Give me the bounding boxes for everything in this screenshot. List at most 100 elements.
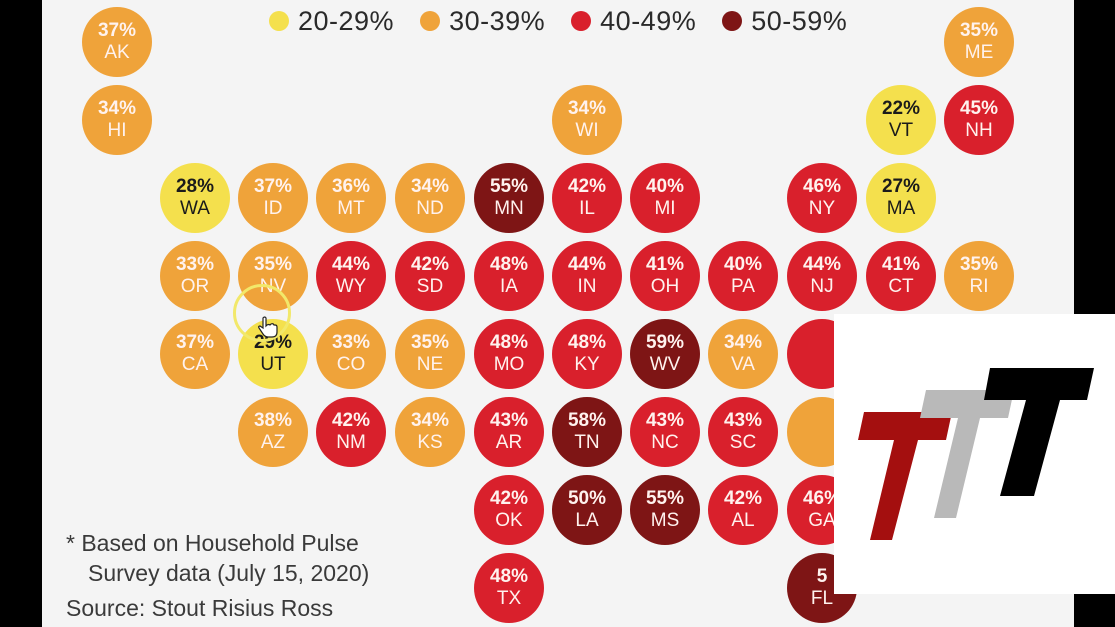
state-abbreviation: LA (575, 510, 599, 531)
state-abbreviation: NM (336, 432, 366, 453)
state-tile-ia: 48% IA (474, 241, 544, 311)
state-percent: 37% (253, 176, 293, 197)
state-percent: 43% (489, 410, 529, 431)
legend: 20-29% 30-39% 40-49% 50-59% (269, 6, 847, 36)
state-tile-wi: 34% WI (552, 85, 622, 155)
state-abbreviation: WY (335, 276, 367, 297)
legend-item-30-39: 30-39% (420, 6, 545, 37)
state-abbreviation: AZ (260, 432, 286, 453)
state-abbreviation: ID (263, 198, 283, 219)
state-abbreviation: AR (495, 432, 523, 453)
state-tile-ct: 41% CT (866, 241, 936, 311)
state-percent: 34% (410, 410, 450, 431)
legend-dot-40-49 (571, 11, 592, 31)
source-note: Source: Stout Risius Ross (66, 595, 334, 621)
state-percent: 43% (645, 410, 685, 431)
ttt-logo-icon (858, 368, 1094, 540)
state-percent: 42% (489, 488, 529, 509)
state-percent: 22% (881, 98, 921, 119)
state-percent: 35% (410, 332, 450, 353)
footnote-line-2: Survey data (July 15, 2020) (88, 560, 370, 586)
state-abbreviation: FL (810, 588, 834, 609)
state-tile-az: 38% AZ (238, 397, 308, 467)
legend-label-50-59: 50-59% (751, 5, 848, 36)
channel-logo (834, 314, 1115, 594)
legend-label-40-49: 40-49% (600, 5, 697, 36)
state-tile-mt: 36% MT (316, 163, 386, 233)
state-abbreviation: UT (260, 354, 286, 375)
state-abbreviation: OK (495, 510, 523, 531)
state-tile-ny: 46% NY (787, 163, 857, 233)
state-abbreviation: ME (964, 42, 994, 63)
state-abbreviation: MT (337, 198, 365, 219)
state-abbreviation: NH (965, 120, 993, 141)
state-tile-ms: 55% MS (630, 475, 700, 545)
state-abbreviation: NY (808, 198, 836, 219)
state-abbreviation: KS (417, 432, 443, 453)
legend-item-20-29: 20-29% (269, 6, 394, 37)
state-abbreviation: RI (969, 276, 989, 297)
state-percent: 41% (881, 254, 921, 275)
state-percent: 43% (723, 410, 763, 431)
state-tile-ne: 35% NE (395, 319, 465, 389)
logo-t-red (858, 412, 952, 540)
state-percent: 55% (645, 488, 685, 509)
legend-dot-50-59 (722, 11, 743, 31)
state-tile-ut: 29% UT (238, 319, 308, 389)
state-tile-ri: 35% RI (944, 241, 1014, 311)
state-tile-id: 37% ID (238, 163, 308, 233)
state-tile-co: 33% CO (316, 319, 386, 389)
state-percent: 34% (97, 98, 137, 119)
state-abbreviation: WA (180, 198, 210, 219)
state-percent: 36% (331, 176, 371, 197)
state-tile-sc: 43% SC (708, 397, 778, 467)
state-percent: 5 (816, 566, 828, 587)
state-abbreviation: CA (181, 354, 209, 375)
state-percent: 48% (489, 332, 529, 353)
state-tile-al: 42% AL (708, 475, 778, 545)
state-abbreviation: CO (336, 354, 366, 375)
state-percent: 42% (410, 254, 450, 275)
state-percent: 59% (645, 332, 685, 353)
state-abbreviation: TN (574, 432, 600, 453)
state-abbreviation: VA (731, 354, 755, 375)
state-percent: 46% (802, 488, 842, 509)
state-abbreviation: NE (416, 354, 444, 375)
state-percent: 45% (959, 98, 999, 119)
state-abbreviation: CT (888, 276, 914, 297)
state-abbreviation: IL (579, 198, 595, 219)
state-tile-ca: 37% CA (160, 319, 230, 389)
state-abbreviation: MI (654, 198, 676, 219)
state-abbreviation: IN (577, 276, 597, 297)
state-abbreviation: SD (416, 276, 444, 297)
state-tile-me: 35% ME (944, 7, 1014, 77)
state-tile-ks: 34% KS (395, 397, 465, 467)
state-tile-sd: 42% SD (395, 241, 465, 311)
state-tile-nj: 44% NJ (787, 241, 857, 311)
state-abbreviation: MN (494, 198, 524, 219)
state-abbreviation: WV (649, 354, 681, 375)
state-abbreviation: AK (104, 42, 130, 63)
state-abbreviation: WI (575, 120, 599, 141)
logo-t-gray (920, 390, 1014, 518)
state-abbreviation: MA (886, 198, 916, 219)
state-tile-ma: 27% MA (866, 163, 936, 233)
state-tile-wv: 59% WV (630, 319, 700, 389)
state-tile-nd: 34% ND (395, 163, 465, 233)
state-abbreviation: KY (574, 354, 600, 375)
state-abbreviation: HI (107, 120, 127, 141)
legend-item-50-59: 50-59% (722, 6, 847, 37)
state-tile-ak: 37% AK (82, 7, 152, 77)
state-percent: 58% (567, 410, 607, 431)
state-abbreviation: NC (651, 432, 679, 453)
legend-dot-20-29 (269, 11, 289, 31)
state-percent: 34% (410, 176, 450, 197)
hand-cursor-icon (258, 316, 278, 338)
state-abbreviation: MS (650, 510, 680, 531)
state-percent: 35% (253, 254, 293, 275)
state-percent: 27% (881, 176, 921, 197)
state-percent: 48% (489, 566, 529, 587)
state-percent: 48% (567, 332, 607, 353)
state-abbreviation: NJ (810, 276, 834, 297)
state-abbreviation: MO (493, 354, 525, 375)
